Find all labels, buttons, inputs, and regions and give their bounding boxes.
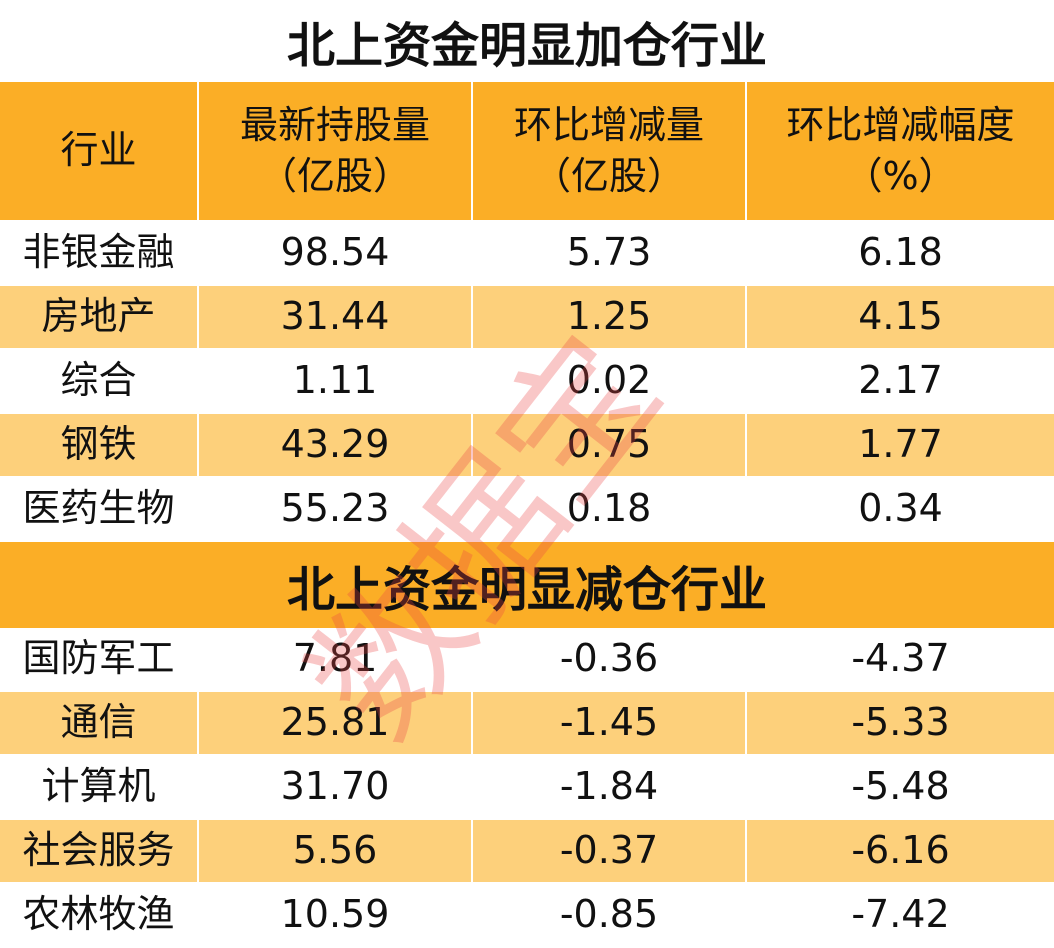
cell-text: 0.34 xyxy=(858,486,943,531)
cell-text: 0.02 xyxy=(566,358,652,403)
header-text: 环比增减量 xyxy=(513,102,704,147)
cell-text: 5.73 xyxy=(566,230,652,275)
cell-text: 98.54 xyxy=(280,230,390,275)
table-cell: 0.02 xyxy=(471,350,745,414)
table-cell: -6.16 xyxy=(745,820,1054,884)
table-cell: 0.18 xyxy=(471,478,745,542)
cell-text: 10.59 xyxy=(280,892,390,937)
table-cell: 5.56 xyxy=(197,820,471,884)
cell-text: -1.45 xyxy=(559,700,659,745)
cell-text: -0.36 xyxy=(559,636,659,681)
cell-text: 1.25 xyxy=(566,294,652,339)
table-cell: 98.54 xyxy=(197,222,471,286)
section-title-text: 北上资金明显减仓行业 xyxy=(286,562,767,618)
table-cell: -5.33 xyxy=(745,692,1054,756)
table-cell: -1.84 xyxy=(471,756,745,820)
cell-text: -5.48 xyxy=(851,764,950,809)
header-cell: 最新持股量 （亿股） xyxy=(197,82,471,222)
cell-text: 房地产 xyxy=(41,294,156,339)
table-cell: 医药生物 xyxy=(0,478,197,542)
cell-text: 钢铁 xyxy=(60,422,137,467)
cell-text: 国防军工 xyxy=(22,636,175,681)
section-title: 北上资金明显加仓行业 xyxy=(0,0,1054,82)
cell-text: 4.15 xyxy=(858,294,943,339)
cell-text: 55.23 xyxy=(280,486,390,531)
table-cell: 计算机 xyxy=(0,756,197,820)
cell-text: 2.17 xyxy=(858,358,943,403)
cell-text: 31.70 xyxy=(280,764,390,809)
cell-text: -4.37 xyxy=(851,636,950,681)
table-cell: 房地产 xyxy=(0,286,197,350)
header-cell: 环比增减量 （亿股） xyxy=(471,82,745,222)
table-cell: -0.85 xyxy=(471,884,745,948)
header-text: 行业 xyxy=(60,128,137,173)
cell-text: 非银金融 xyxy=(22,230,175,275)
header-cell: 行业 xyxy=(0,82,197,222)
table-cell: 国防军工 xyxy=(0,628,197,692)
table-cell: 31.44 xyxy=(197,286,471,350)
table-cell: 1.25 xyxy=(471,286,745,350)
table-cell: -1.45 xyxy=(471,692,745,756)
table-cell: -4.37 xyxy=(745,628,1054,692)
table-cell: 2.17 xyxy=(745,350,1054,414)
section-title-text: 北上资金明显加仓行业 xyxy=(286,18,767,74)
table-cell: -5.48 xyxy=(745,756,1054,820)
cell-text: 43.29 xyxy=(280,422,390,467)
cell-text: 通信 xyxy=(60,700,137,745)
cell-text: -0.37 xyxy=(559,828,659,873)
table-cell: 社会服务 xyxy=(0,820,197,884)
cell-text: 农林牧渔 xyxy=(22,892,175,937)
cell-text: 25.81 xyxy=(280,700,390,745)
header-text: （亿股） xyxy=(258,154,411,198)
header-cell: 环比增减幅度 （%） xyxy=(745,82,1054,222)
table-cell: 钢铁 xyxy=(0,414,197,478)
cell-text: 0.18 xyxy=(566,486,652,531)
table-cell: 农林牧渔 xyxy=(0,884,197,948)
table-cell: 10.59 xyxy=(197,884,471,948)
table-cell: 1.11 xyxy=(197,350,471,414)
table-cell: -0.36 xyxy=(471,628,745,692)
cell-text: 1.11 xyxy=(292,358,378,403)
table-cell: 非银金融 xyxy=(0,222,197,286)
cell-text: -5.33 xyxy=(851,700,950,745)
cell-text: 综合 xyxy=(60,358,137,403)
table-cell: 0.34 xyxy=(745,478,1054,542)
header-text: （亿股） xyxy=(532,154,685,198)
cell-text: 7.81 xyxy=(292,636,378,681)
header-text: （%） xyxy=(844,154,957,198)
cell-text: 1.77 xyxy=(858,422,943,467)
cell-text: 医药生物 xyxy=(22,486,175,531)
cell-text: 6.18 xyxy=(858,230,943,275)
cell-text: -7.42 xyxy=(851,892,950,937)
table-cell: 25.81 xyxy=(197,692,471,756)
table-cell: 综合 xyxy=(0,350,197,414)
header-text: 最新持股量 xyxy=(239,102,430,147)
table-cell: 4.15 xyxy=(745,286,1054,350)
table-cell: 43.29 xyxy=(197,414,471,478)
table-cell: 0.75 xyxy=(471,414,745,478)
cell-text: -1.84 xyxy=(559,764,659,809)
header-text: 环比增减幅度 xyxy=(786,102,1015,147)
table-cell: 1.77 xyxy=(745,414,1054,478)
table-cell: 5.73 xyxy=(471,222,745,286)
cell-text: 31.44 xyxy=(280,294,390,339)
cell-text: 社会服务 xyxy=(22,828,175,873)
table-cell: 55.23 xyxy=(197,478,471,542)
cell-text: -6.16 xyxy=(851,828,950,873)
table-cell: -7.42 xyxy=(745,884,1054,948)
table-cell: 31.70 xyxy=(197,756,471,820)
cell-text: -0.85 xyxy=(559,892,659,937)
cell-text: 5.56 xyxy=(292,828,378,873)
section-title: 北上资金明显减仓行业 xyxy=(0,542,1054,628)
cell-text: 计算机 xyxy=(41,764,156,809)
table-cell: 6.18 xyxy=(745,222,1054,286)
cell-text: 0.75 xyxy=(566,422,652,467)
table-cell: 7.81 xyxy=(197,628,471,692)
table-cell: -0.37 xyxy=(471,820,745,884)
table-cell: 通信 xyxy=(0,692,197,756)
